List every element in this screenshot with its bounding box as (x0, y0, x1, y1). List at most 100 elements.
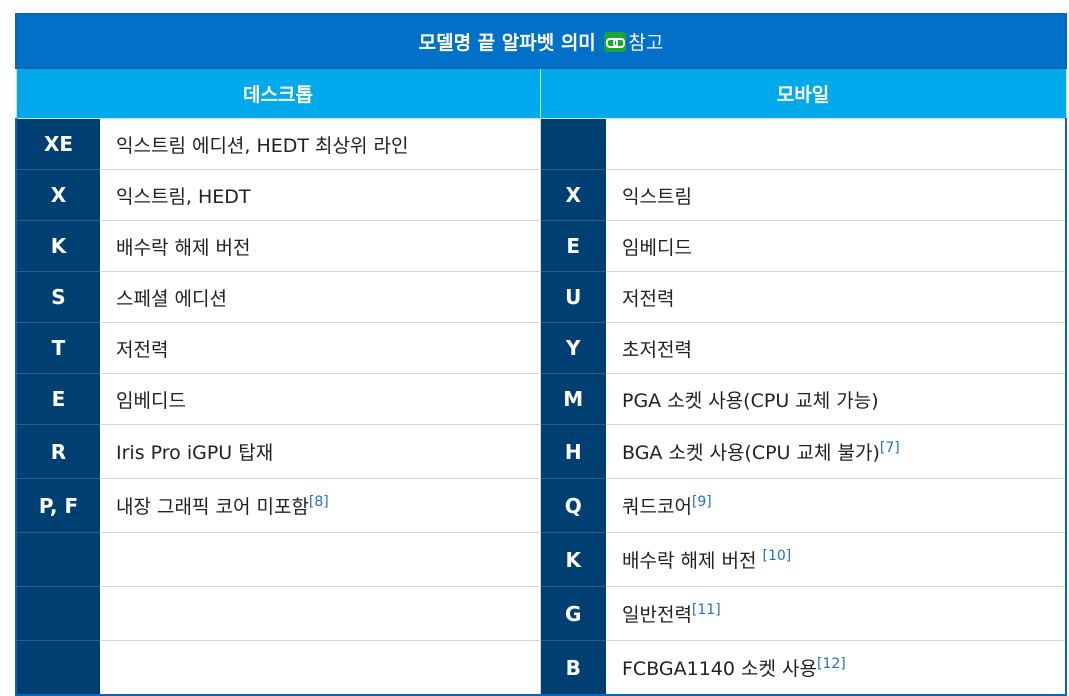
model-suffix-table: 모델명 끝 알파벳 의미 참고 데스크톱 모바일 XE 익스트림 에디션, HED… (15, 13, 1067, 696)
desktop-desc: 익스트림 에디션, HEDT 최상위 라인 (100, 119, 540, 170)
mobile-desc: 익스트림 (606, 170, 1066, 221)
mobile-code: X (540, 170, 606, 221)
desktop-code: K (16, 221, 100, 272)
mobile-desc-text: 익스트림 (622, 186, 692, 208)
mobile-code: M (540, 374, 606, 425)
desktop-desc (100, 533, 540, 587)
mobile-code (540, 119, 606, 170)
mobile-code-text: X (566, 183, 581, 207)
mobile-desc-text: PGA 소켓 사용(CPU 교체 가능) (622, 390, 879, 412)
mobile-desc-text: BGA 소켓 사용(CPU 교체 불가) (622, 442, 880, 464)
reference-link[interactable]: 참고 (628, 32, 663, 54)
desktop-desc-text: Iris Pro iGPU 탑재 (116, 442, 273, 464)
mobile-code: B (540, 641, 606, 696)
desktop-desc: 익스트림, HEDT (100, 170, 540, 221)
desktop-desc: 스페셜 에디션 (100, 272, 540, 323)
table-row: K 배수락 해제 버전 E 임베디드 (16, 221, 1066, 272)
mobile-code-text: Q (565, 494, 582, 518)
desktop-code-text: T (52, 336, 66, 360)
table-row: XE 익스트림 에디션, HEDT 최상위 라인 (16, 119, 1066, 170)
desktop-code (16, 533, 100, 587)
desktop-desc: 내장 그래픽 코어 미포함[8] (100, 479, 540, 533)
mobile-code-text: U (565, 285, 581, 309)
table-row: S 스페셜 에디션 U 저전력 (16, 272, 1066, 323)
table-row: K 배수락 해제 버전 [10] (16, 533, 1066, 587)
mobile-code-text: H (565, 440, 582, 464)
mobile-code-text: G (565, 602, 581, 626)
desktop-code: P, F (16, 479, 100, 533)
desktop-code: E (16, 374, 100, 425)
mobile-code: Y (540, 323, 606, 374)
desktop-code-text: S (51, 285, 65, 309)
desktop-code: R (16, 425, 100, 479)
mobile-code-text: K (566, 548, 582, 572)
table-row: P, F 내장 그래픽 코어 미포함[8] Q 쿼드코어[9] (16, 479, 1066, 533)
desktop-desc-text: 내장 그래픽 코어 미포함 (116, 496, 309, 518)
footnote-link[interactable]: [10] (762, 548, 791, 564)
desktop-code-text: K (51, 234, 67, 258)
mobile-code: U (540, 272, 606, 323)
footnote-link[interactable]: [7] (880, 440, 900, 456)
mobile-desc-text: 일반전력 (622, 604, 692, 626)
desktop-code-text: XE (44, 132, 73, 156)
table-row: G 일반전력[11] (16, 587, 1066, 641)
footnote-link[interactable]: [12] (817, 656, 846, 672)
desktop-code: XE (16, 119, 100, 170)
mobile-desc-text: 임베디드 (622, 237, 692, 259)
desktop-desc-text: 배수락 해제 버전 (116, 237, 250, 259)
desktop-desc (100, 587, 540, 641)
desktop-code-text: E (52, 387, 66, 411)
mobile-desc-text: 저전력 (622, 288, 674, 310)
desktop-desc: 배수락 해제 버전 (100, 221, 540, 272)
footnote-link[interactable]: [11] (692, 602, 721, 618)
mobile-desc-text: 초저전력 (622, 339, 692, 361)
link-icon[interactable] (604, 32, 626, 52)
desktop-desc: Iris Pro iGPU 탑재 (100, 425, 540, 479)
desktop-code-text: R (51, 440, 66, 464)
desktop-desc-text: 익스트림, HEDT (116, 186, 251, 208)
footnote-link[interactable]: [9] (692, 494, 712, 510)
mobile-header: 모바일 (540, 68, 1066, 119)
mobile-desc: PGA 소켓 사용(CPU 교체 가능) (606, 374, 1066, 425)
mobile-code-text: M (563, 387, 583, 411)
mobile-code: H (540, 425, 606, 479)
desktop-code-text: X (51, 183, 66, 207)
mobile-desc: 배수락 해제 버전 [10] (606, 533, 1066, 587)
desktop-header: 데스크톱 (16, 68, 540, 119)
mobile-desc-text: 배수락 해제 버전 (622, 550, 762, 572)
desktop-desc-text: 임베디드 (116, 390, 186, 412)
mobile-desc: 저전력 (606, 272, 1066, 323)
model-suffix-table-container: 모델명 끝 알파벳 의미 참고 데스크톱 모바일 XE 익스트림 에디션, HED… (15, 13, 1065, 696)
mobile-code: E (540, 221, 606, 272)
table-row: B FCBGA1140 소켓 사용[12] (16, 641, 1066, 696)
mobile-code-text: Y (566, 336, 580, 360)
desktop-desc (100, 641, 540, 696)
table-row: R Iris Pro iGPU 탑재 H BGA 소켓 사용(CPU 교체 불가)[7… (16, 425, 1066, 479)
mobile-desc: FCBGA1140 소켓 사용[12] (606, 641, 1066, 696)
footnote-link[interactable]: [8] (309, 494, 329, 510)
mobile-code: Q (540, 479, 606, 533)
table-row: X 익스트림, HEDT X 익스트림 (16, 170, 1066, 221)
desktop-desc-text: 저전력 (116, 339, 168, 361)
table-body: XE 익스트림 에디션, HEDT 최상위 라인 X 익스트림, HEDT X 익스트림 K… (16, 119, 1066, 696)
mobile-desc-text: 쿼드코어 (622, 496, 692, 518)
desktop-code: X (16, 170, 100, 221)
desktop-desc-text: 익스트림 에디션, HEDT 최상위 라인 (116, 135, 409, 157)
mobile-code: G (540, 587, 606, 641)
desktop-code (16, 641, 100, 696)
mobile-desc: 쿼드코어[9] (606, 479, 1066, 533)
mobile-desc: BGA 소켓 사용(CPU 교체 불가)[7] (606, 425, 1066, 479)
table-title: 모델명 끝 알파벳 의미 참고 (16, 14, 1066, 68)
table-row: T 저전력 Y 초저전력 (16, 323, 1066, 374)
mobile-desc (606, 119, 1066, 170)
desktop-code (16, 587, 100, 641)
mobile-code-text: E (566, 234, 580, 258)
mobile-desc: 초저전력 (606, 323, 1066, 374)
desktop-code: T (16, 323, 100, 374)
mobile-desc: 일반전력[11] (606, 587, 1066, 641)
desktop-code-text: P, F (39, 494, 78, 518)
desktop-desc: 저전력 (100, 323, 540, 374)
mobile-desc-text: FCBGA1140 소켓 사용 (622, 658, 817, 680)
desktop-code: S (16, 272, 100, 323)
desktop-desc: 임베디드 (100, 374, 540, 425)
